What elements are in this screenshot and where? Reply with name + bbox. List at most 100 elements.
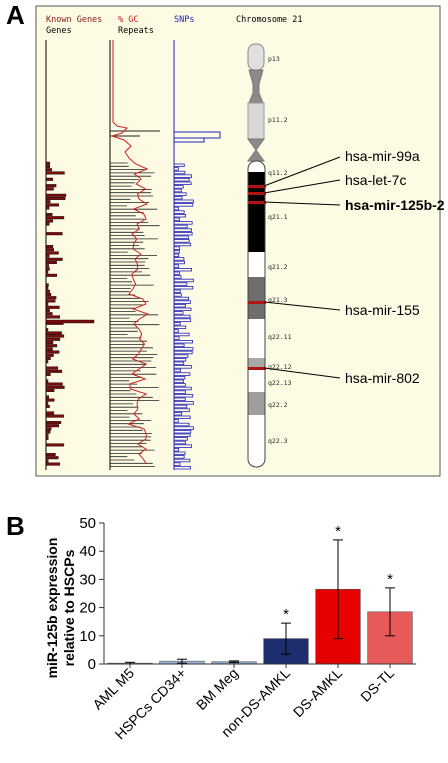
snp-bar xyxy=(173,242,192,247)
gene-density-bar xyxy=(45,360,49,364)
gc-header: % GC xyxy=(118,15,138,25)
x-tick-label: DS-AMKL xyxy=(290,665,345,720)
gene-density-bar xyxy=(45,251,59,255)
gene-density-bar xyxy=(45,257,63,261)
snp-bar xyxy=(173,300,191,304)
snp-bar xyxy=(173,249,180,254)
gene-density-bar xyxy=(45,350,60,354)
gene-density-bar xyxy=(45,389,55,393)
band-label: p11.2 xyxy=(268,116,288,124)
gene-density-bar xyxy=(45,267,50,271)
gene-density-bar xyxy=(45,337,61,341)
snp-bar xyxy=(173,321,181,326)
snp-bar xyxy=(173,137,205,143)
gene-density-bar xyxy=(45,411,55,415)
gene-density-bar xyxy=(45,184,57,188)
mir-99a-leader xyxy=(263,156,341,187)
gene-density-bar xyxy=(45,357,51,361)
gene-density-bar xyxy=(45,462,61,466)
gene-density-bar xyxy=(45,309,50,313)
gene-density-bar xyxy=(45,168,52,172)
gene-density-bar xyxy=(45,219,54,223)
snp-bar xyxy=(173,231,193,236)
gene-density-bar xyxy=(45,248,54,252)
band-q21-1-block xyxy=(248,194,265,252)
band-p13-block xyxy=(247,43,265,71)
gene-density-bar xyxy=(45,344,58,348)
ideogram-panel xyxy=(35,5,441,477)
gene-density-bar xyxy=(45,177,53,181)
snp-bar xyxy=(173,170,186,175)
y-tick-label: 30 xyxy=(79,571,96,588)
snp-bar xyxy=(173,361,185,365)
gene-density-bar xyxy=(45,421,62,425)
gene-density-bar xyxy=(45,187,54,191)
centromere-upper xyxy=(247,138,265,151)
snp-bar xyxy=(173,379,184,383)
gene-density-bar xyxy=(45,212,53,216)
gene-density-bar xyxy=(45,302,49,306)
snp-bar xyxy=(173,307,192,311)
gene-density-bar xyxy=(45,299,56,303)
snp-bar xyxy=(173,192,187,196)
y-tick-label: 40 xyxy=(79,543,96,560)
gene-density-bar xyxy=(45,453,56,457)
band-q22-12-block xyxy=(248,358,265,368)
snp-bar xyxy=(173,188,182,193)
gene-density-bar xyxy=(45,347,53,351)
snp-bar xyxy=(173,404,188,409)
gene-density-bar xyxy=(45,424,59,428)
snp-bar xyxy=(173,415,191,419)
gene-density-bar xyxy=(45,216,65,220)
snp-bar xyxy=(173,177,190,182)
snp-bar xyxy=(173,325,187,329)
gene-density-bar xyxy=(45,328,49,332)
y-tick-label: 0 xyxy=(88,656,96,673)
gc-line xyxy=(110,40,150,465)
snp-bar xyxy=(173,357,187,362)
genes-track xyxy=(45,161,95,466)
snp-bar xyxy=(173,253,180,257)
gene-density-bar xyxy=(45,405,50,409)
snp-bar xyxy=(173,275,182,279)
snp-bar xyxy=(173,267,193,272)
snp-bar xyxy=(173,228,192,232)
snps-header: SNPs xyxy=(174,15,194,25)
band-label: q21.2 xyxy=(268,263,288,271)
gene-density-bar xyxy=(45,443,65,447)
gene-density-bar xyxy=(45,315,61,319)
snp-bar xyxy=(173,213,186,218)
gene-density-bar xyxy=(45,401,49,405)
mir-99a-mark xyxy=(248,185,266,188)
gene-density-bar xyxy=(45,395,49,399)
snp-bar xyxy=(173,296,190,301)
snp-bar xyxy=(173,447,180,452)
gene-density-bar xyxy=(45,319,95,324)
snp-bar xyxy=(173,390,187,394)
snp-bar xyxy=(173,174,192,178)
gene-density-bar xyxy=(45,193,67,197)
snp-bar xyxy=(173,181,192,185)
snp-bar xyxy=(173,239,190,243)
snp-bar xyxy=(173,199,194,203)
mirna-label: hsa-mir-155 xyxy=(345,302,420,318)
repeats-header: Repeats xyxy=(118,26,154,36)
snp-bar xyxy=(173,437,188,441)
snp-bar xyxy=(173,203,194,207)
mir-125b-2-mark xyxy=(248,201,266,204)
y-tick-label: 20 xyxy=(79,600,96,617)
gene-density-bar xyxy=(45,331,62,335)
snp-bar xyxy=(173,332,190,337)
snp-bar xyxy=(173,336,180,340)
mirna-label: hsa-mir-125b-2 xyxy=(345,197,445,213)
panel-b-letter: B xyxy=(6,511,25,541)
snp-bar xyxy=(173,339,194,344)
snp-bar xyxy=(173,401,194,405)
snp-bar xyxy=(173,303,186,308)
gene-density-bar xyxy=(45,430,51,434)
gene-density-bar xyxy=(45,369,63,373)
snp-bar xyxy=(173,433,191,437)
significance-star: * xyxy=(387,571,393,588)
genes-header: Genes xyxy=(46,26,72,36)
snp-bar xyxy=(173,397,186,401)
